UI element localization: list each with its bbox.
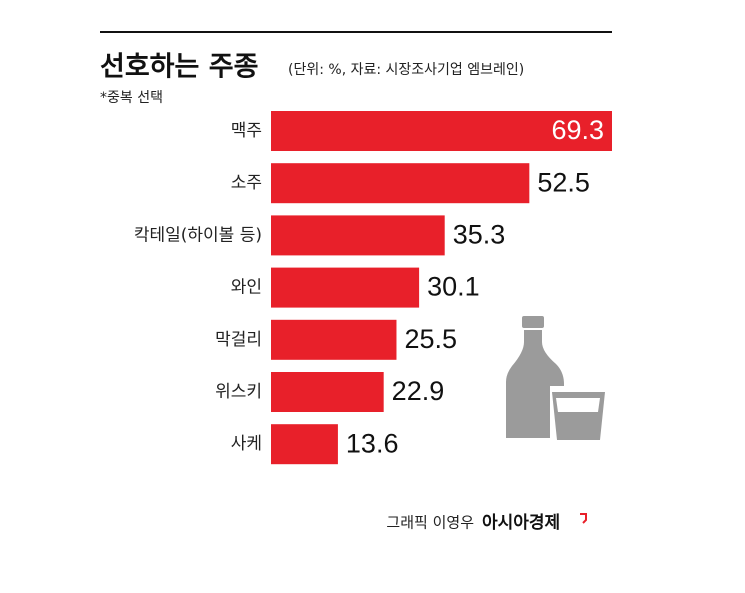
value-label: 69.3 bbox=[551, 115, 604, 145]
value-label: 13.6 bbox=[346, 428, 399, 458]
value-label: 22.9 bbox=[392, 376, 445, 406]
bottle-icon bbox=[506, 316, 605, 440]
category-label: 와인 bbox=[231, 278, 262, 298]
category-label: 맥주 bbox=[231, 121, 262, 141]
credit: 그래픽 이영우 bbox=[386, 514, 474, 532]
chart-subtitle: (단위: %, 자료: 시장조사기업 엠브레인) bbox=[288, 62, 524, 78]
bar bbox=[271, 163, 530, 204]
bar bbox=[271, 215, 445, 256]
bar bbox=[271, 424, 338, 465]
note: *중복 선택 bbox=[100, 90, 163, 106]
value-label: 35.3 bbox=[453, 220, 506, 250]
category-label: 소주 bbox=[231, 173, 262, 193]
category-label: 칵테일(하이볼 등) bbox=[134, 225, 262, 245]
brand-mark bbox=[580, 513, 587, 524]
category-label: 위스키 bbox=[215, 382, 262, 402]
bar bbox=[271, 111, 612, 151]
category-label: 사케 bbox=[231, 434, 262, 454]
bar bbox=[271, 267, 420, 308]
value-label: 25.5 bbox=[404, 324, 457, 354]
glass-highlight bbox=[556, 398, 600, 412]
category-label: 막걸리 bbox=[215, 330, 262, 350]
value-label: 30.1 bbox=[427, 272, 480, 302]
bar bbox=[271, 319, 397, 360]
chart-title: 선호하는 주종 bbox=[100, 52, 258, 83]
bar bbox=[271, 372, 384, 412]
value-label: 52.5 bbox=[537, 167, 590, 197]
brand: 아시아경제 bbox=[482, 513, 560, 533]
